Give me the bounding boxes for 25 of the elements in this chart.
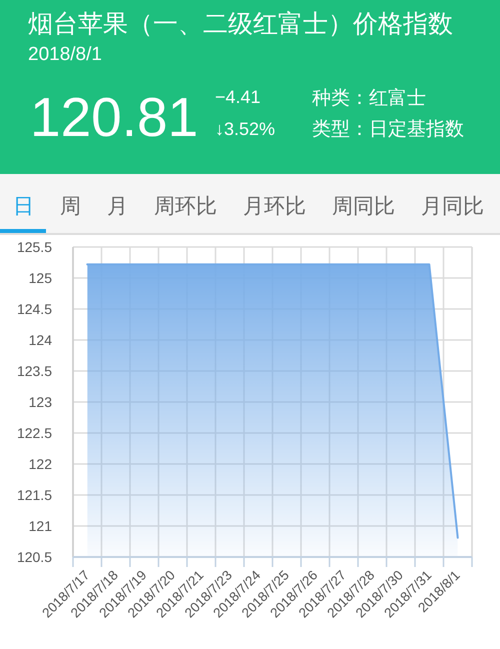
ytick: 121.5 [16,487,52,503]
title: 烟台苹果（一、二级红富士）价格指数 [28,10,453,38]
tab-label: 月同比 [421,195,484,218]
subtitle: 2018/8/1 [28,44,102,65]
ytick: 121 [28,518,52,534]
ytick: 124 [28,332,52,348]
ytick: 123 [28,394,52,410]
tab-label: 日 [13,195,34,218]
tab-label: 周环比 [154,195,217,218]
annotation: 种类：红富士 [312,88,426,109]
ytick: 124.5 [16,301,52,317]
annotation: −4.41 [215,87,261,107]
ytick: 122 [28,456,52,472]
tab-label: 月 [107,195,128,218]
ytick: 125 [28,270,52,286]
tab-label: 月环比 [243,195,306,218]
tab-label: 周 [60,195,81,218]
annotation: ↓3.52% [215,119,276,139]
ytick: 125.5 [16,239,52,255]
annotation: 类型：日定基指数 [312,119,464,140]
ytick: 123.5 [16,363,52,379]
ytick: 122.5 [16,425,52,441]
ytick: 120.5 [16,549,52,565]
tab-label: 周同比 [332,195,395,218]
annotation: 120.81 [30,86,198,148]
